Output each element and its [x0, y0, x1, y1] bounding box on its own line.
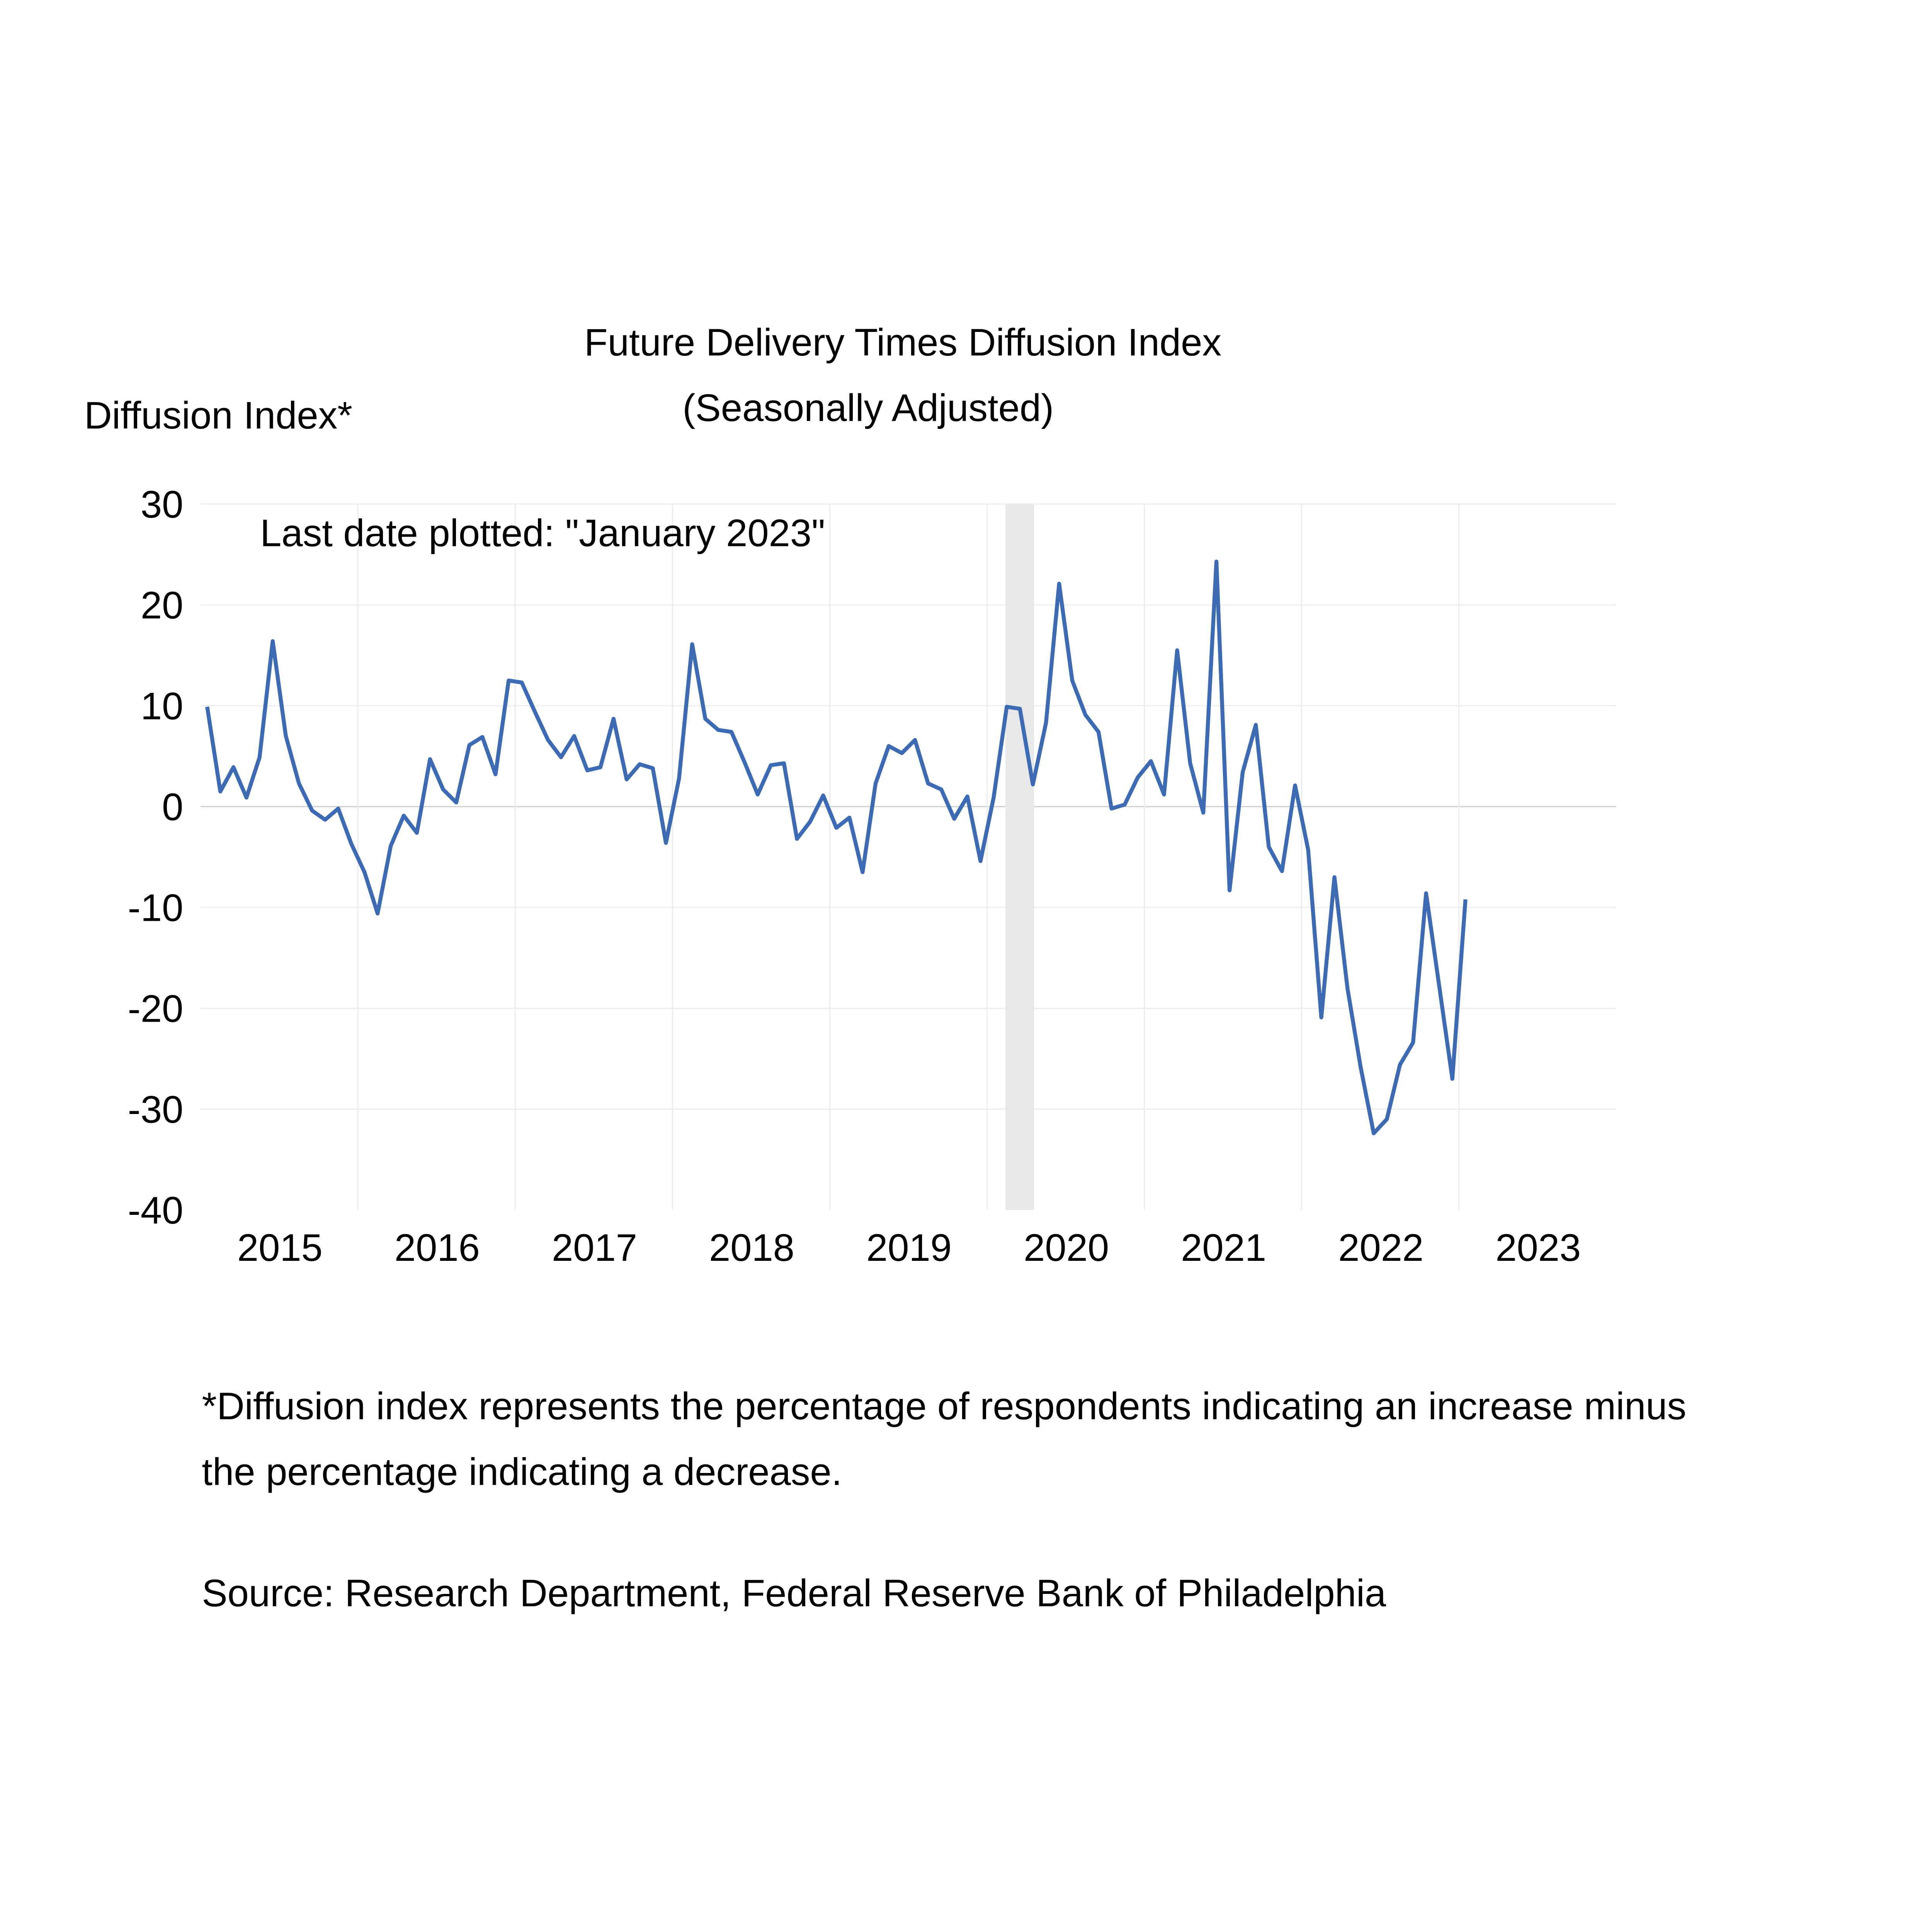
source-note: Source: Research Department, Federal Res… [202, 1572, 1386, 1615]
chart-title: Future Delivery Times Diffusion Index [584, 321, 1221, 364]
x-tick-label: 2016 [395, 1226, 480, 1269]
y-tick-label: 30 [141, 483, 184, 526]
recession-shading [1005, 504, 1034, 1210]
y-tick-label: 10 [141, 685, 184, 728]
x-tick-label: 2023 [1495, 1226, 1581, 1269]
y-tick-label: -10 [128, 887, 184, 930]
y-axis-label: Diffusion Index* [84, 394, 352, 437]
x-tick-label: 2021 [1181, 1226, 1266, 1269]
y-tick-label: -30 [128, 1088, 184, 1131]
data-line [205, 560, 1468, 1136]
x-tick-labels: 2015 2016 2017 2018 2019 2020 2021 2022 2023 [237, 1226, 1581, 1269]
chart-subtitle: (Seasonally Adjusted) [682, 387, 1054, 430]
y-tick-label: 0 [162, 786, 183, 829]
gridlines [201, 503, 1616, 1210]
last-date-annotation: Last date plotted: "January 2023" [260, 512, 825, 554]
x-tick-label: 2018 [709, 1226, 794, 1269]
y-tick-label: -40 [128, 1189, 184, 1232]
x-tick-label: 2022 [1338, 1226, 1423, 1269]
x-tick-label: 2019 [866, 1226, 952, 1269]
series-line [205, 560, 1468, 1136]
x-tick-label: 2017 [552, 1226, 637, 1269]
x-tick-label: 2020 [1024, 1226, 1109, 1269]
recession-band [1005, 504, 1034, 1210]
footnote: *Diffusion index represents the percenta… [202, 1385, 1686, 1428]
y-tick-label: -20 [128, 988, 184, 1031]
x-tick-label: 2015 [237, 1226, 323, 1269]
y-tick-label: 20 [141, 584, 184, 627]
y-tick-labels: 30 20 10 0 -10 -20 -30 -40 [128, 483, 184, 1232]
footnote-continued: the percentage indicating a decrease. [202, 1451, 842, 1493]
